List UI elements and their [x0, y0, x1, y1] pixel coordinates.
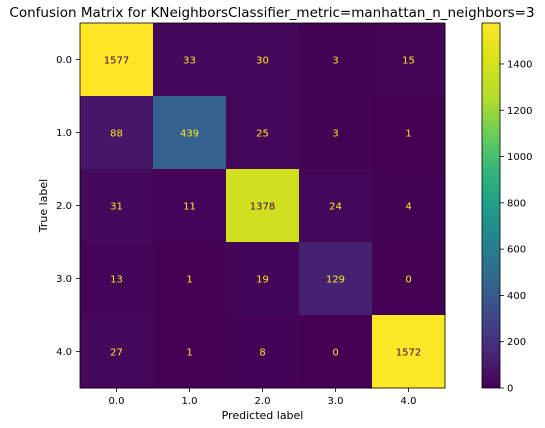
cell-value-label: 1	[405, 129, 411, 140]
y-tick-label: 4.0	[56, 347, 72, 358]
heatmap-cell	[299, 96, 373, 170]
cell-value-label: 33	[183, 56, 196, 67]
cell-value-label: 439	[180, 129, 199, 140]
heatmap-cell	[153, 315, 227, 389]
heatmap-cell	[299, 23, 373, 97]
cell-value-label: 24	[329, 202, 342, 213]
heatmap-cell	[372, 96, 446, 170]
heatmap-cell	[153, 242, 227, 316]
cell-value-label: 1	[186, 275, 192, 286]
x-tick-label: 0.0	[109, 396, 125, 407]
heatmap-cell	[226, 315, 300, 389]
cell-value-label: 19	[256, 275, 269, 286]
cell-value-label: 11	[183, 202, 196, 213]
heatmap-cell	[153, 96, 227, 170]
chart-title: Confusion Matrix for KNeighborsClassifie…	[9, 5, 534, 21]
cell-value-label: 1378	[250, 202, 275, 213]
cell-value-label: 3	[332, 56, 338, 67]
heatmap-cell	[80, 242, 154, 316]
colorbar-tick-label: 200	[507, 337, 526, 348]
x-tick-label: 4.0	[401, 396, 417, 407]
heatmap-cell	[372, 23, 446, 97]
heatmap-cell	[80, 169, 154, 243]
y-axis-ticks: 0.0 1.0 2.0 3.0 4.0	[56, 55, 80, 358]
heatmap-cell	[80, 23, 154, 97]
colorbar-tick-label: 1200	[507, 106, 532, 117]
heatmap-cell	[372, 169, 446, 243]
cell-value-label: 0	[405, 275, 411, 286]
cell-value-label: 129	[326, 275, 345, 286]
colorbar-tick-label: 400	[507, 291, 526, 302]
heatmap-cell	[226, 242, 300, 316]
cell-value-label: 88	[110, 129, 123, 140]
colorbar-tick-label: 800	[507, 198, 526, 209]
colorbar	[481, 22, 501, 389]
x-tick-label: 3.0	[328, 396, 344, 407]
heatmap-cell	[226, 23, 300, 97]
y-tick-label: 3.0	[56, 274, 72, 285]
cell-value-label: 0	[332, 348, 338, 359]
heatmap-cell	[299, 242, 373, 316]
heatmap-cell	[226, 169, 300, 243]
heatmap-cell	[299, 315, 373, 389]
colorbar-ticks: 0 200 400 600 800 1000 1200 1400	[500, 59, 532, 395]
cell-value-label: 1	[186, 348, 192, 359]
cell-value-label: 25	[256, 129, 269, 140]
colorbar-tick-label: 600	[507, 245, 526, 256]
cell-value-label: 15	[402, 56, 415, 67]
heatmap-cell	[226, 96, 300, 170]
y-axis-label: True label	[37, 179, 50, 233]
cell-value-label: 27	[110, 348, 123, 359]
colorbar-tick-label: 0	[507, 384, 513, 395]
heatmap-cell	[372, 315, 446, 389]
x-axis-label: Predicted label	[222, 409, 304, 422]
y-tick-label: 1.0	[56, 128, 72, 139]
cell-value-label: 30	[256, 56, 269, 67]
cell-value-label: 1577	[104, 56, 129, 67]
cell-value-label: 1572	[396, 348, 421, 359]
heatmap-cell	[299, 169, 373, 243]
x-tick-label: 2.0	[255, 396, 271, 407]
heatmap-cell	[80, 315, 154, 389]
heatmap-cell	[80, 96, 154, 170]
cell-value-label: 31	[110, 202, 123, 213]
heatmap-cell	[372, 242, 446, 316]
heatmap-cell	[153, 169, 227, 243]
colorbar-tick-label: 1000	[507, 152, 532, 163]
cell-value-label: 3	[332, 129, 338, 140]
cell-value-label: 8	[259, 348, 265, 359]
x-axis-ticks: 0.0 1.0 2.0 3.0 4.0	[109, 388, 417, 407]
y-tick-label: 0.0	[56, 55, 72, 66]
heatmap-cell	[153, 23, 227, 97]
heatmap-cells	[80, 23, 446, 389]
cell-value-label: 13	[110, 275, 123, 286]
colorbar-tick-label: 1400	[507, 59, 532, 70]
cell-value-label: 4	[405, 202, 411, 213]
x-tick-label: 1.0	[182, 396, 198, 407]
y-tick-label: 2.0	[56, 201, 72, 212]
